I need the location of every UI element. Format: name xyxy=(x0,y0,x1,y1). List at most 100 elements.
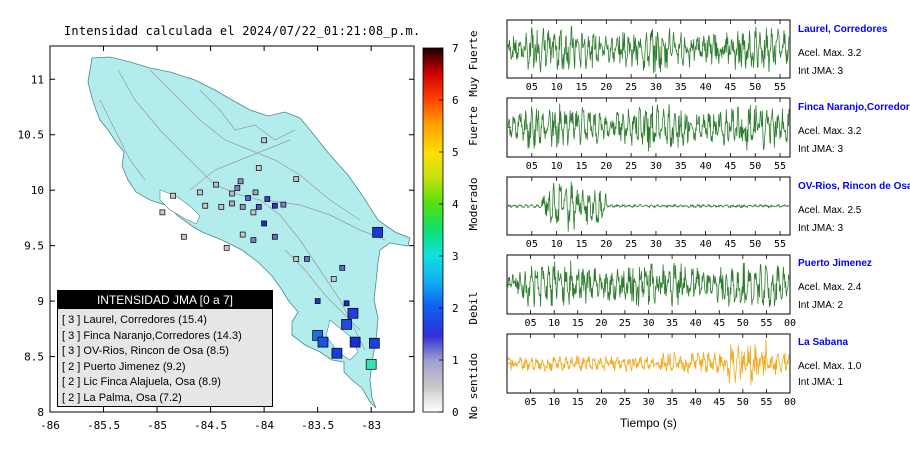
costa-rica-land xyxy=(87,56,411,409)
station-marker xyxy=(271,202,278,209)
time-tick-label: 45 xyxy=(724,82,736,93)
time-tick-label: 40 xyxy=(700,161,712,172)
station-marker xyxy=(304,256,310,262)
station-marker xyxy=(229,190,235,197)
y-tick-label: 8 xyxy=(37,406,44,419)
waveform-panel: 05 10 15 20 25 30 35 40 45 50 55 00 xyxy=(506,333,796,408)
waveform-panel: 05 10 15 20 25 30 35 40 45 50 55 xyxy=(506,19,791,93)
time-tick-label: 40 xyxy=(690,397,702,408)
trace-max-accel: Acel. Max. 3.2 xyxy=(798,126,862,137)
station-marker xyxy=(223,245,230,251)
map-stations xyxy=(159,137,383,370)
time-tick-label: 55 xyxy=(760,318,772,329)
colorbar-tick-label: 2 xyxy=(452,302,459,315)
legend-item: [ 2 ] Puerto Jimenez (9.2) xyxy=(62,360,186,373)
road-center xyxy=(189,139,291,191)
station-marker xyxy=(264,196,271,202)
time-tick-label: 00 xyxy=(784,397,796,408)
station-marker xyxy=(365,358,377,370)
station-marker xyxy=(245,195,251,201)
colorbar-scale xyxy=(422,47,444,413)
time-tick-label: 55 xyxy=(774,161,786,172)
time-tick-label: 15 xyxy=(575,161,587,172)
colorbar-labels: No sentido Debil Moderado Fuerte Muy Fuerte xyxy=(467,30,480,419)
waveform-trace xyxy=(507,338,790,386)
time-tick-label: 10 xyxy=(551,82,563,93)
station-marker xyxy=(170,192,176,199)
road-nicoya xyxy=(99,99,146,181)
waveform-trace xyxy=(507,181,790,232)
time-tick-label: 15 xyxy=(575,239,587,250)
station-marker xyxy=(202,202,209,209)
x-tick-label: -83 xyxy=(361,419,381,432)
colorbar-tick-label: 3 xyxy=(452,250,459,263)
station-marker xyxy=(239,231,246,238)
time-tick-label: 30 xyxy=(650,82,662,93)
station-marker xyxy=(213,181,219,188)
time-tick-label: 20 xyxy=(600,239,612,250)
time-tick-label: 40 xyxy=(700,82,712,93)
trace-max-accel: Acel. Max. 2.4 xyxy=(798,282,862,293)
station-marker xyxy=(312,330,323,341)
waveform-trace xyxy=(507,103,790,152)
time-tick-label: 50 xyxy=(749,161,761,172)
station-marker xyxy=(331,347,343,359)
time-tick-label: 35 xyxy=(666,318,678,329)
time-tick-label: 10 xyxy=(551,239,563,250)
time-tick-label: 45 xyxy=(724,161,736,172)
trace-jma-intensity: Int JMA: 3 xyxy=(798,144,844,155)
x-tick-label: -83.5 xyxy=(301,419,334,432)
colorbar-category-label: Debil xyxy=(467,291,480,324)
station-marker xyxy=(280,201,287,208)
station-marker xyxy=(159,209,166,216)
station-marker xyxy=(250,209,257,216)
time-tick-label: 25 xyxy=(625,82,637,93)
station-marker xyxy=(369,337,380,349)
time-tick-label: 50 xyxy=(737,397,749,408)
time-tick-label: 00 xyxy=(784,318,796,329)
time-tick-label: 35 xyxy=(675,239,687,250)
time-axis-label: Tiempo (s) xyxy=(620,416,677,430)
colorbar-tick-label: 5 xyxy=(452,146,459,159)
x-tick-label: -84.5 xyxy=(194,419,227,432)
time-tick-label: 10 xyxy=(551,161,563,172)
x-tick-label: -85 xyxy=(147,419,167,432)
station-marker xyxy=(347,307,359,319)
colorbar-tick-label: 6 xyxy=(452,94,459,107)
time-tick-label: 25 xyxy=(619,397,631,408)
station-marker xyxy=(330,276,337,282)
colorbar-category-label: Muy Fuerte xyxy=(467,30,480,96)
station-marker xyxy=(372,226,383,238)
time-tick-label: 45 xyxy=(713,318,725,329)
station-marker xyxy=(218,203,225,210)
colorbar-ticks: 0 1 2 3 4 5 6 7 xyxy=(439,42,459,419)
time-tick-label: 05 xyxy=(526,82,538,93)
colorbar-tick-label: 7 xyxy=(452,42,459,55)
station-marker xyxy=(314,298,321,304)
time-tick-label: 40 xyxy=(700,239,712,250)
waveform-trace xyxy=(507,25,790,74)
colorbar-category-label: Fuerte xyxy=(467,106,480,146)
x-tick-label: -84 xyxy=(254,419,274,432)
waveform-panel: 05 10 15 20 25 30 35 40 45 50 55 00 xyxy=(506,254,796,329)
map-title: Intensidad calculada el 2024/07/22_01:21… xyxy=(64,24,421,38)
waveform-panel: 05 10 15 20 25 30 35 40 45 50 55 xyxy=(506,97,791,172)
time-tick-label: 20 xyxy=(600,161,612,172)
time-tick-label: 20 xyxy=(595,397,607,408)
x-tick-label: -85.5 xyxy=(87,419,120,432)
legend-item: [ 2 ] Lic Finca Alajuela, Osa (8.9) xyxy=(62,376,221,388)
y-tick-label: 10.5 xyxy=(18,129,45,142)
time-tick-label: 30 xyxy=(650,161,662,172)
trace-title: Finca Naranjo,Corredores xyxy=(798,102,910,113)
colorbar-tick-label: 4 xyxy=(452,198,459,211)
time-tick-label: 05 xyxy=(525,318,537,329)
time-tick-label: 10 xyxy=(548,318,560,329)
time-tick-label: 20 xyxy=(595,318,607,329)
time-tick-label: 30 xyxy=(642,318,654,329)
station-marker xyxy=(250,237,257,243)
waveform-trace xyxy=(507,260,790,308)
y-tick-label: 11 xyxy=(31,73,44,86)
y-tick-label: 9.5 xyxy=(24,240,44,253)
station-marker xyxy=(252,189,259,196)
